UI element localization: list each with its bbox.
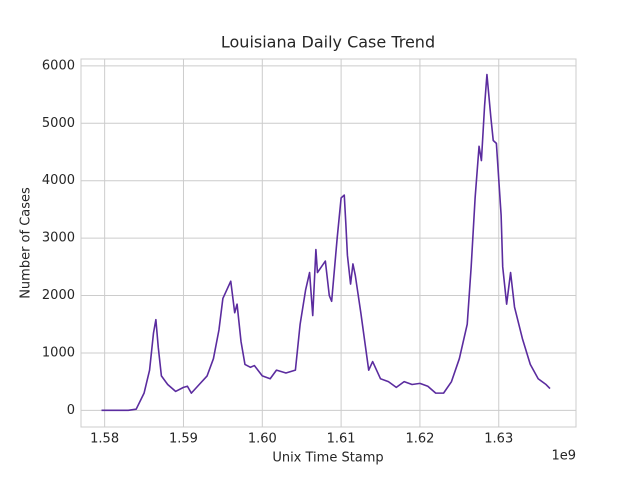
chart-title: Louisiana Daily Case Trend <box>221 33 435 52</box>
x-tick-label: 1.60 <box>248 432 277 447</box>
x-offset-label: 1e9 <box>551 449 576 464</box>
x-tick-label: 1.61 <box>327 432 356 447</box>
y-tick-label: 5000 <box>42 116 75 131</box>
x-tick-label: 1.58 <box>90 432 119 447</box>
x-axis-label: Unix Time Stamp <box>272 451 383 466</box>
y-axis-label: Number of Cases <box>19 187 34 299</box>
y-tick-label: 4000 <box>42 173 75 188</box>
y-tick-label: 0 <box>67 403 75 418</box>
x-tick-label: 1.59 <box>169 432 198 447</box>
y-tick-label: 6000 <box>42 58 75 73</box>
plot-frame <box>80 58 577 428</box>
y-tick-label: 1000 <box>42 345 75 360</box>
y-tick-label: 2000 <box>42 288 75 303</box>
x-tick-label: 1.62 <box>405 432 434 447</box>
y-tick-label: 3000 <box>42 231 75 246</box>
x-tick-label: 1.63 <box>484 432 513 447</box>
series-line <box>101 73 551 412</box>
